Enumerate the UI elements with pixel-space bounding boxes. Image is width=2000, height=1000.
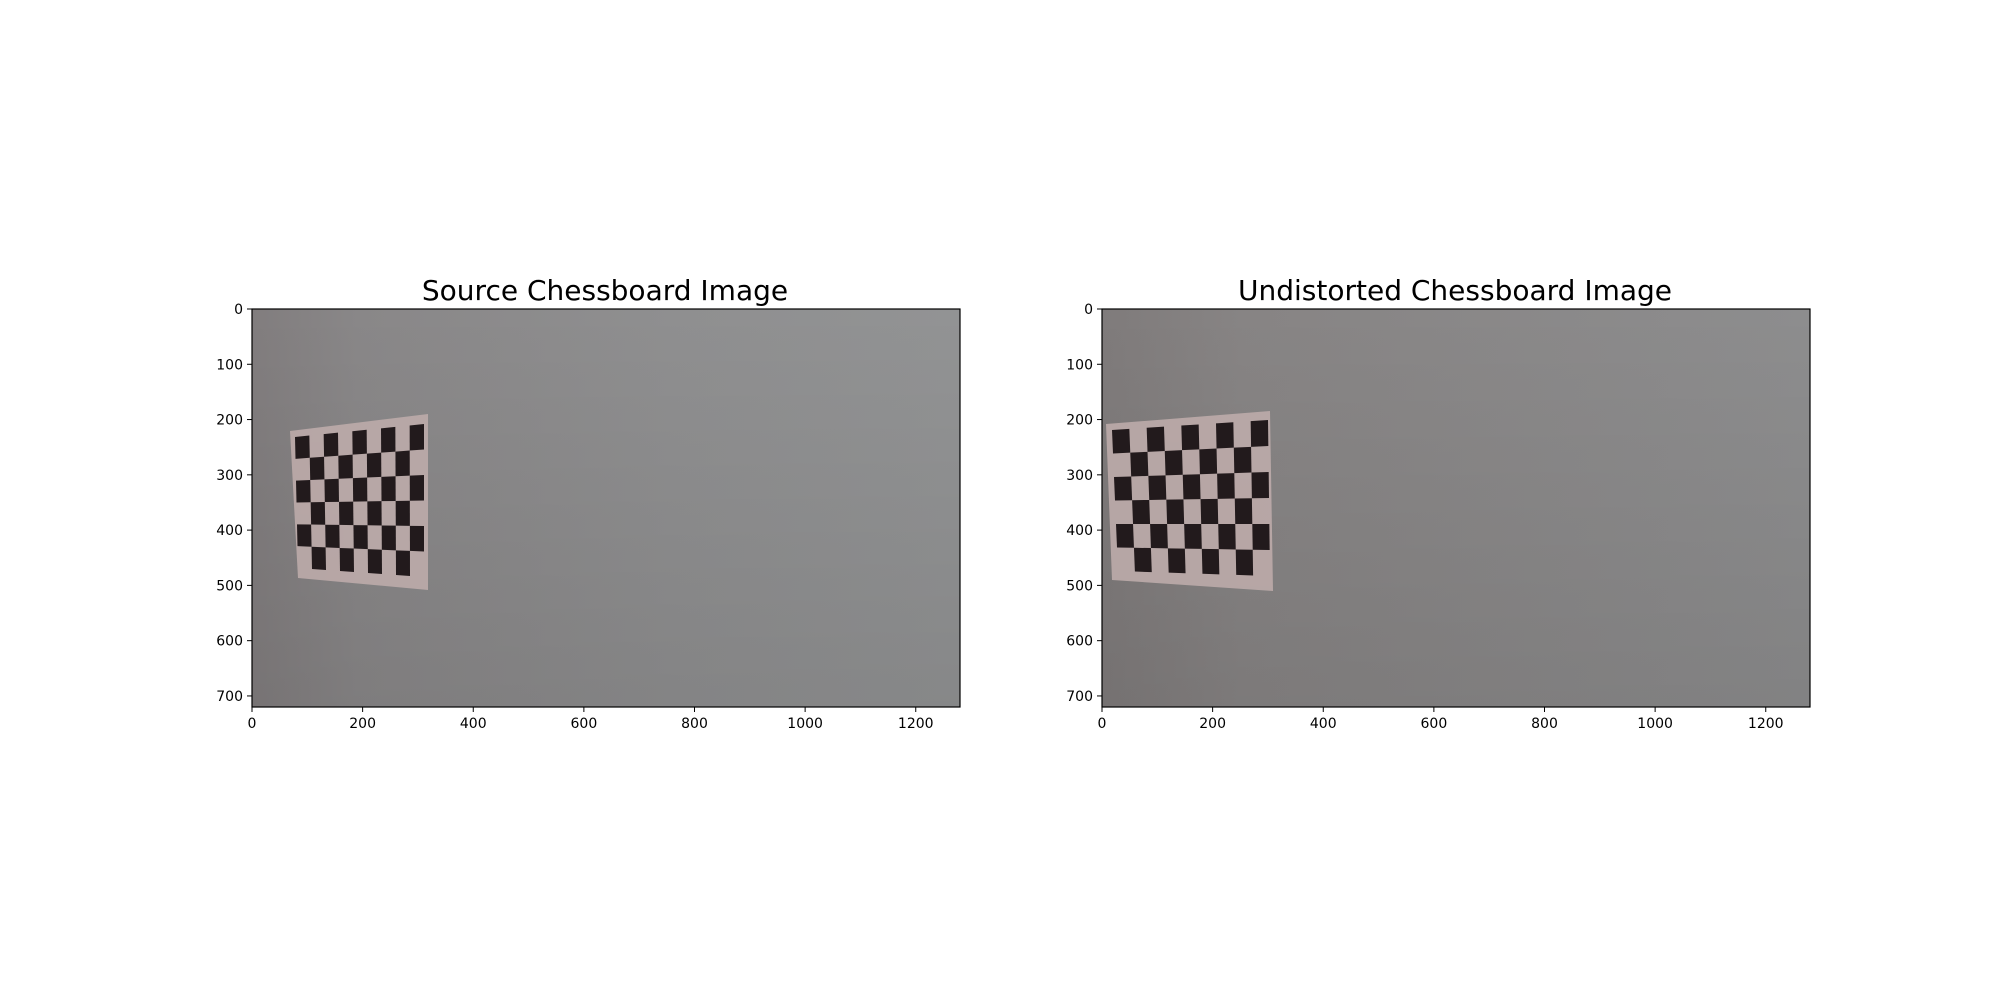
board-square bbox=[1182, 474, 1201, 500]
x-tick-label: 800 bbox=[1531, 716, 1558, 732]
board-square bbox=[309, 456, 325, 481]
panel-undistorted: Undistorted Chessboard Image 0 200 400 600 8… bbox=[1066, 274, 1811, 732]
y-tick-label: 0 bbox=[234, 302, 243, 318]
board-square bbox=[1130, 451, 1149, 477]
chessboard bbox=[1106, 411, 1273, 591]
photo bbox=[1102, 309, 1810, 707]
board-square bbox=[1218, 524, 1236, 550]
board-square bbox=[381, 525, 396, 551]
board-square bbox=[339, 547, 354, 572]
x-axis-ticks: 0 200 400 600 800 1000 1200 bbox=[1098, 707, 1784, 732]
y-tick-label: 700 bbox=[216, 689, 243, 705]
board-square bbox=[381, 476, 396, 502]
y-tick-label: 200 bbox=[216, 413, 243, 429]
board-square bbox=[1200, 498, 1219, 524]
board-square bbox=[296, 480, 311, 503]
board-square bbox=[367, 549, 382, 574]
board-square bbox=[1235, 549, 1254, 576]
board-square bbox=[1148, 475, 1167, 500]
board-square bbox=[352, 477, 368, 502]
board-square bbox=[1146, 426, 1165, 452]
board-square bbox=[1164, 450, 1183, 476]
board-square bbox=[1167, 548, 1186, 574]
board-square bbox=[1132, 499, 1151, 524]
board-square bbox=[1166, 499, 1185, 524]
board-square bbox=[1201, 548, 1220, 575]
x-tick-label: 400 bbox=[1310, 716, 1337, 732]
board-square bbox=[381, 426, 396, 453]
board-square bbox=[352, 429, 367, 455]
x-tick-label: 1000 bbox=[1637, 716, 1673, 732]
board-square bbox=[338, 454, 353, 479]
y-tick-label: 0 bbox=[1084, 302, 1093, 318]
board-square bbox=[339, 501, 354, 526]
board-square bbox=[1184, 524, 1202, 549]
x-tick-label: 1200 bbox=[1748, 716, 1784, 732]
board-square bbox=[395, 450, 410, 477]
board-square bbox=[1181, 424, 1200, 451]
x-tick-label: 600 bbox=[1421, 716, 1448, 732]
x-tick-label: 200 bbox=[1199, 716, 1226, 732]
y-tick-label: 600 bbox=[216, 634, 243, 650]
x-tick-label: 600 bbox=[571, 716, 598, 732]
y-tick-label: 500 bbox=[216, 578, 243, 594]
axes-frame bbox=[1101, 308, 1811, 708]
board-square bbox=[395, 500, 410, 526]
x-tick-label: 200 bbox=[349, 716, 376, 732]
board-square bbox=[1251, 472, 1269, 499]
board-square bbox=[325, 524, 340, 548]
board-square bbox=[297, 524, 312, 547]
board-square bbox=[395, 550, 410, 576]
board-square bbox=[366, 452, 382, 478]
board-square bbox=[1112, 428, 1131, 454]
board-square bbox=[1250, 420, 1269, 447]
y-tick-label: 300 bbox=[1066, 468, 1093, 484]
y-tick-label: 400 bbox=[1066, 523, 1093, 539]
board-square bbox=[310, 502, 326, 525]
board-square bbox=[1199, 448, 1218, 475]
board-square bbox=[1217, 473, 1235, 499]
board-square bbox=[353, 525, 368, 550]
y-axis-ticks: 0 100 200 300 400 500 600 700 bbox=[1066, 302, 1102, 705]
board-square bbox=[367, 501, 382, 526]
y-tick-label: 500 bbox=[1066, 578, 1093, 594]
board-square bbox=[1233, 446, 1252, 474]
board-square bbox=[324, 478, 339, 503]
board-square bbox=[1116, 524, 1134, 548]
panel-source: Source Chessboard Image 0 200 400 600 800 100… bbox=[216, 274, 961, 732]
y-tick-label: 700 bbox=[1066, 689, 1093, 705]
board-square bbox=[409, 424, 424, 451]
board-square bbox=[409, 475, 424, 501]
y-tick-label: 100 bbox=[1066, 357, 1093, 373]
board-square bbox=[1114, 476, 1133, 501]
board-square bbox=[1150, 524, 1168, 549]
panel-title: Source Chessboard Image bbox=[422, 274, 788, 307]
axes-frame bbox=[251, 308, 961, 708]
photo bbox=[252, 309, 960, 707]
x-tick-label: 0 bbox=[1098, 716, 1107, 732]
chessboard bbox=[290, 414, 428, 590]
panel-title: Undistorted Chessboard Image bbox=[1238, 274, 1672, 307]
x-tick-label: 0 bbox=[248, 716, 257, 732]
board-square bbox=[1252, 524, 1270, 550]
x-tick-label: 1200 bbox=[898, 716, 934, 732]
x-axis-ticks: 0 200 400 600 800 1000 1200 bbox=[248, 707, 934, 732]
board-square bbox=[409, 525, 424, 552]
y-tick-label: 400 bbox=[216, 523, 243, 539]
board-square bbox=[1216, 422, 1234, 449]
x-tick-label: 400 bbox=[460, 716, 487, 732]
x-tick-label: 1000 bbox=[787, 716, 823, 732]
y-tick-label: 600 bbox=[1066, 634, 1093, 650]
y-tick-label: 200 bbox=[1066, 413, 1093, 429]
board-square bbox=[1234, 498, 1253, 524]
y-tick-label: 300 bbox=[216, 468, 243, 484]
x-tick-label: 800 bbox=[681, 716, 708, 732]
board-square bbox=[1133, 547, 1152, 573]
board-square bbox=[323, 432, 339, 457]
y-tick-label: 100 bbox=[216, 357, 243, 373]
board-square bbox=[311, 546, 326, 570]
y-axis-ticks: 0 100 200 300 400 500 600 700 bbox=[216, 302, 252, 705]
board-square bbox=[295, 435, 310, 459]
